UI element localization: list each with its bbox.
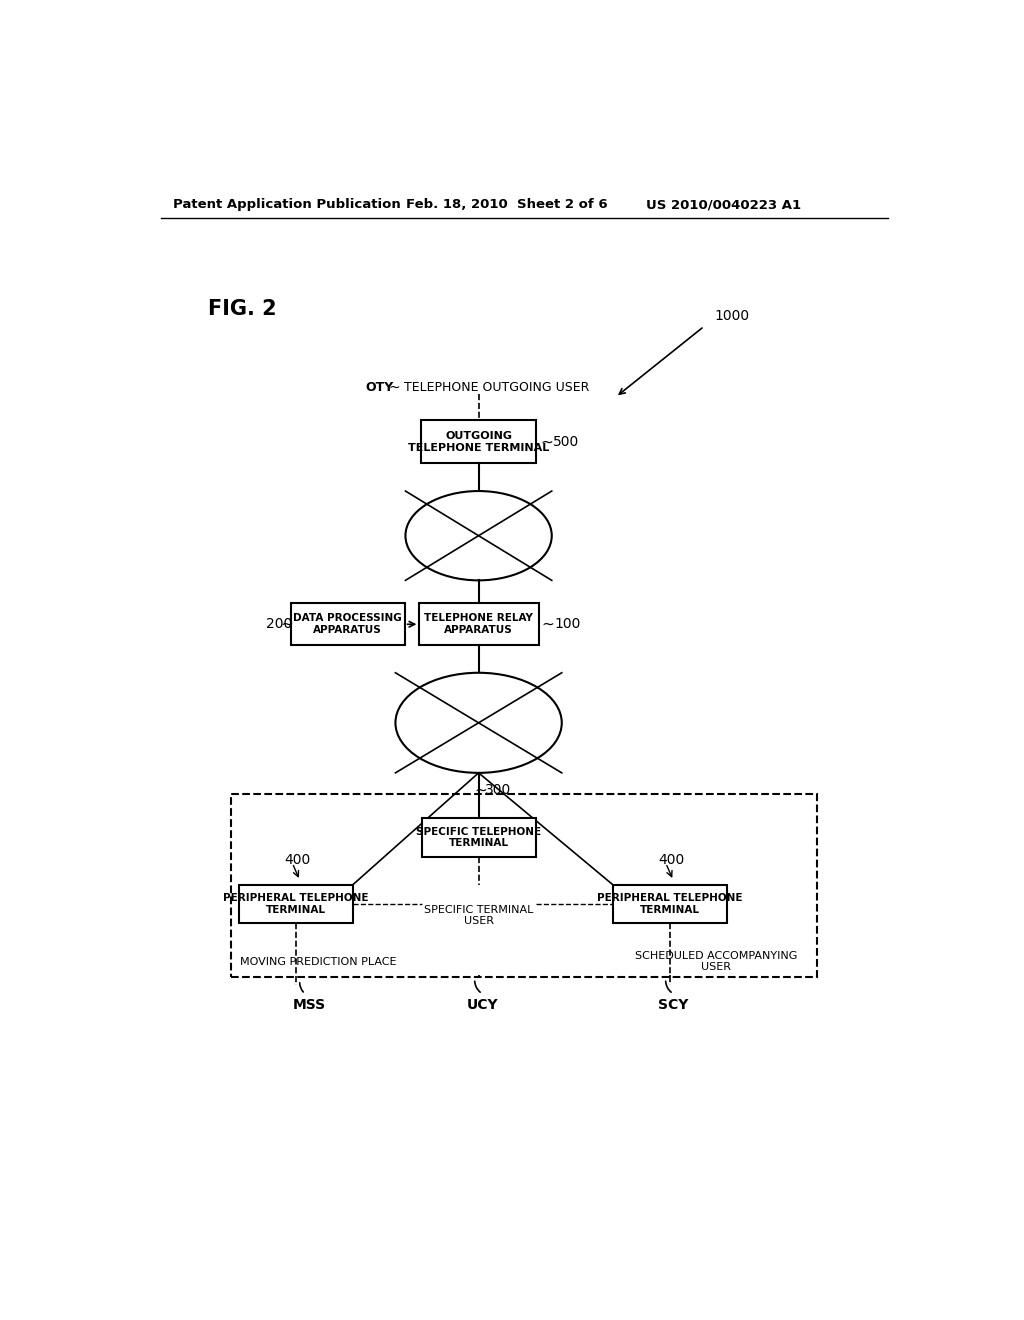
Bar bbox=[291, 603, 404, 645]
Text: ~: ~ bbox=[475, 783, 487, 797]
Text: FIG. 2: FIG. 2 bbox=[208, 298, 276, 318]
Ellipse shape bbox=[406, 491, 552, 581]
Bar bbox=[230, 793, 817, 977]
Bar bbox=[421, 420, 537, 462]
Text: SCHEDULED ACCOMPANYING
USER: SCHEDULED ACCOMPANYING USER bbox=[635, 950, 798, 973]
Text: TELEPHONE OUTGOING USER: TELEPHONE OUTGOING USER bbox=[403, 381, 589, 395]
Text: 500: 500 bbox=[553, 434, 580, 449]
Text: TELEPHONE RELAY
APPARATUS: TELEPHONE RELAY APPARATUS bbox=[424, 614, 534, 635]
Text: ~: ~ bbox=[542, 616, 554, 632]
Text: Feb. 18, 2010  Sheet 2 of 6: Feb. 18, 2010 Sheet 2 of 6 bbox=[407, 198, 608, 211]
Text: MSS: MSS bbox=[292, 998, 326, 1012]
Ellipse shape bbox=[395, 673, 562, 774]
Text: DATA PROCESSING
APPARATUS: DATA PROCESSING APPARATUS bbox=[293, 614, 402, 635]
Text: US 2010/0040223 A1: US 2010/0040223 A1 bbox=[646, 198, 802, 211]
Text: 200: 200 bbox=[266, 618, 292, 631]
Text: 100: 100 bbox=[555, 618, 582, 631]
Text: OTY: OTY bbox=[366, 381, 393, 395]
Text: UCY: UCY bbox=[467, 998, 499, 1012]
Text: ~: ~ bbox=[388, 381, 400, 395]
Text: OUTGOING
TELEPHONE TERMINAL: OUTGOING TELEPHONE TERMINAL bbox=[408, 430, 549, 453]
Bar bbox=[419, 603, 539, 645]
Text: 1000: 1000 bbox=[714, 309, 750, 323]
Bar bbox=[612, 884, 727, 923]
Text: ~: ~ bbox=[280, 616, 293, 632]
Bar bbox=[240, 884, 353, 923]
Text: ~: ~ bbox=[541, 434, 553, 449]
Text: 400: 400 bbox=[658, 853, 684, 867]
Text: 400: 400 bbox=[285, 853, 311, 867]
Text: PERIPHERAL TELEPHONE
TERMINAL: PERIPHERAL TELEPHONE TERMINAL bbox=[223, 892, 369, 915]
Text: SPECIFIC TELEPHONE
TERMINAL: SPECIFIC TELEPHONE TERMINAL bbox=[416, 826, 541, 849]
Text: Patent Application Publication: Patent Application Publication bbox=[173, 198, 400, 211]
Bar bbox=[422, 818, 536, 857]
Text: 300: 300 bbox=[484, 783, 511, 797]
Text: SCY: SCY bbox=[658, 998, 688, 1012]
Text: MOVING PREDICTION PLACE: MOVING PREDICTION PLACE bbox=[240, 957, 396, 966]
Text: PERIPHERAL TELEPHONE
TERMINAL: PERIPHERAL TELEPHONE TERMINAL bbox=[597, 892, 742, 915]
Text: SPECIFIC TERMINAL
USER: SPECIFIC TERMINAL USER bbox=[424, 904, 534, 927]
